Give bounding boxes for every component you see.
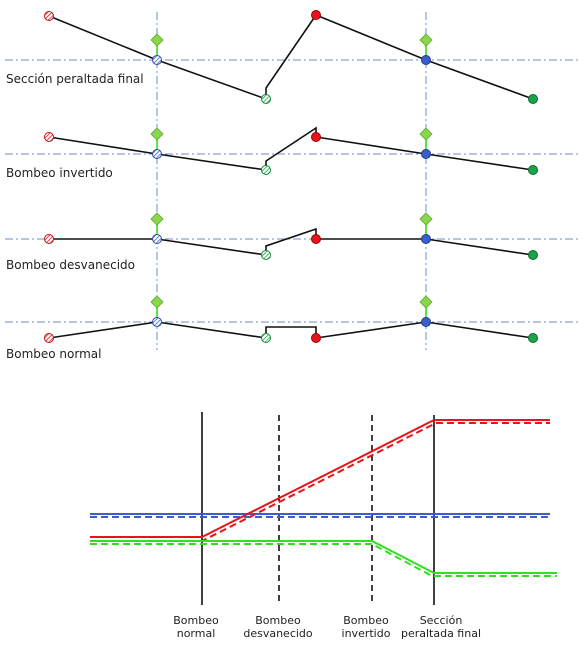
section-inverted-profile — [44, 126, 538, 175]
stage-label-final-1: Sección — [420, 614, 463, 627]
stage-label-inverted-2: invertido — [342, 627, 391, 640]
stage-label-vanished-1: Bombeo — [255, 614, 301, 627]
section-vanished-profile — [44, 212, 538, 260]
stage-label-normal-2: normal — [177, 627, 216, 640]
stage-label-inverted-1: Bombeo — [343, 614, 389, 627]
stage-label-normal-1: Bombeo — [173, 614, 219, 627]
green-edge-line-dashed — [90, 543, 557, 577]
section-label-final: Sección peraltada final — [6, 72, 144, 86]
red-edge-line-dashed — [90, 422, 550, 542]
red-edge-line — [90, 419, 550, 538]
stage-label-vanished-2: desvanecido — [243, 627, 313, 640]
section-label-vanished: Bombeo desvanecido — [6, 258, 135, 272]
section-label-normal: Bombeo normal — [6, 347, 101, 361]
stage-label-final-2: peraltada final — [401, 627, 481, 640]
section-normal-profile — [44, 295, 538, 343]
transition-diagram — [90, 412, 557, 605]
green-edge-line — [90, 540, 557, 574]
section-final-profile — [44, 10, 538, 104]
section-label-inverted: Bombeo invertido — [6, 166, 113, 180]
